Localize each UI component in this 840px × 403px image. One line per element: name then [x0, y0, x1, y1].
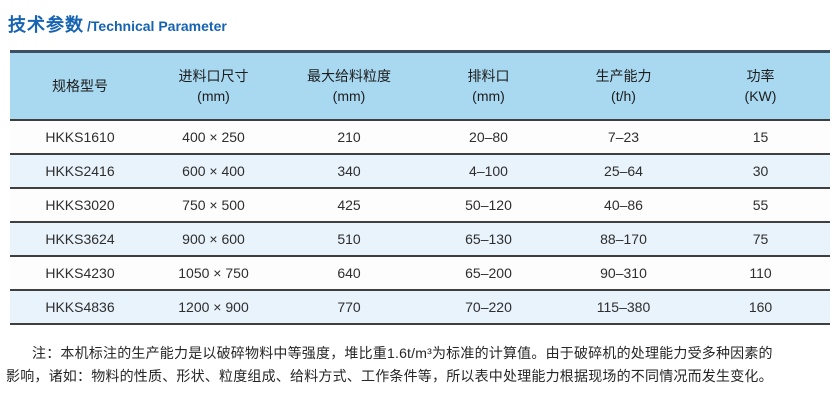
- column-header-model: 规格型号: [10, 52, 150, 120]
- column-header-max-feed-size: 最大给料粒度 (mm): [277, 52, 421, 120]
- power-cell: 160: [691, 288, 830, 324]
- model-cell: HKKS3624: [10, 220, 150, 256]
- column-header-label: 规格型号: [52, 77, 108, 94]
- column-header-label: 生产能力: [595, 67, 652, 84]
- column-header-unit: (t/h): [611, 87, 636, 104]
- model-cell: HKKS4836: [10, 288, 150, 324]
- feed-opening-size-cell: 750 × 500: [150, 186, 277, 222]
- table-row: HKKS2416 600 × 400 340 4–100 25–64 30: [10, 152, 830, 188]
- max-feed-size-cell: 770: [277, 288, 421, 324]
- page-title-en: /Technical Parameter: [87, 18, 227, 34]
- table-row: HKKS1610 400 × 250 210 20–80 7–23 15: [10, 118, 830, 154]
- column-header-unit: (KW): [744, 87, 777, 104]
- column-header-label: 功率: [746, 67, 775, 84]
- column-header-discharge-opening: 排料口 (mm): [421, 52, 556, 120]
- max-feed-size-cell: 210: [277, 118, 421, 154]
- max-feed-size-cell: 340: [277, 152, 421, 188]
- max-feed-size-cell: 425: [277, 186, 421, 222]
- column-header-power: 功率 (KW): [691, 52, 830, 120]
- capacity-cell: 40–86: [556, 186, 691, 222]
- page-title: 技术参数 /Technical Parameter: [0, 0, 840, 37]
- capacity-cell: 88–170: [556, 220, 691, 256]
- power-cell: 110: [691, 254, 830, 290]
- footnote-line: 注：本机标注的生产能力是以破碎物料中等强度，堆比重1.6t/m³为标准的计算值。…: [32, 344, 773, 361]
- column-header-label: 排料口: [467, 67, 510, 84]
- table-row: HKKS3020 750 × 500 425 50–120 40–86 55: [10, 186, 830, 222]
- power-cell: 15: [691, 118, 830, 154]
- discharge-opening-cell: 65–200: [421, 254, 556, 290]
- max-feed-size-cell: 510: [277, 220, 421, 256]
- power-cell: 75: [691, 220, 830, 256]
- table-row: HKKS4230 1050 × 750 640 65–200 90–310 110: [10, 254, 830, 290]
- table-header-row: 规格型号 进料口尺寸 (mm) 最大给料粒度 (mm) 排料口 (mm) 生产能力 (t/h) 功…: [10, 51, 830, 120]
- feed-opening-size-cell: 1200 × 900: [150, 288, 277, 324]
- spec-table: 规格型号 进料口尺寸 (mm) 最大给料粒度 (mm) 排料口 (mm) 生产能力 (t/h) 功…: [10, 50, 830, 325]
- footnote-line: 影响，诸如：物料的性质、形状、粒度组成、给料方式、工作条件等，所以表中处理能力根…: [6, 367, 773, 384]
- spec-table-wrap: 规格型号 进料口尺寸 (mm) 最大给料粒度 (mm) 排料口 (mm) 生产能力 (t/h) 功…: [10, 50, 830, 325]
- model-cell: HKKS1610: [10, 118, 150, 154]
- column-header-label: 最大给料粒度: [307, 67, 391, 84]
- discharge-opening-cell: 65–130: [421, 220, 556, 256]
- footnote: 注：本机标注的生产能力是以破碎物料中等强度，堆比重1.6t/m³为标准的计算值。…: [6, 342, 834, 388]
- discharge-opening-cell: 70–220: [421, 288, 556, 324]
- capacity-cell: 25–64: [556, 152, 691, 188]
- capacity-cell: 90–310: [556, 254, 691, 290]
- model-cell: HKKS3020: [10, 186, 150, 222]
- page-title-zh: 技术参数: [8, 15, 84, 35]
- discharge-opening-cell: 4–100: [421, 152, 556, 188]
- max-feed-size-cell: 640: [277, 254, 421, 290]
- feed-opening-size-cell: 400 × 250: [150, 118, 277, 154]
- column-header-capacity: 生产能力 (t/h): [556, 52, 691, 120]
- table-body: HKKS1610 400 × 250 210 20–80 7–23 15 HKKS2416 6…: [10, 118, 830, 324]
- table-row: HKKS4836 1200 × 900 770 70–220 115–380 160: [10, 288, 830, 324]
- power-cell: 30: [691, 152, 830, 188]
- column-header-unit: (mm): [197, 87, 230, 104]
- column-header-label: 进料口尺寸: [178, 67, 249, 84]
- column-header-unit: (mm): [332, 87, 366, 104]
- column-header-unit: (mm): [472, 87, 505, 104]
- model-cell: HKKS2416: [10, 152, 150, 188]
- discharge-opening-cell: 50–120: [421, 186, 556, 222]
- column-header-feed-opening-size: 进料口尺寸 (mm): [150, 52, 277, 120]
- feed-opening-size-cell: 1050 × 750: [150, 254, 277, 290]
- table-row: HKKS3624 900 × 600 510 65–130 88–170 75: [10, 220, 830, 256]
- capacity-cell: 115–380: [556, 288, 691, 324]
- feed-opening-size-cell: 600 × 400: [150, 152, 277, 188]
- capacity-cell: 7–23: [556, 118, 691, 154]
- discharge-opening-cell: 20–80: [421, 118, 556, 154]
- model-cell: HKKS4230: [10, 254, 150, 290]
- power-cell: 55: [691, 186, 830, 222]
- feed-opening-size-cell: 900 × 600: [150, 220, 277, 256]
